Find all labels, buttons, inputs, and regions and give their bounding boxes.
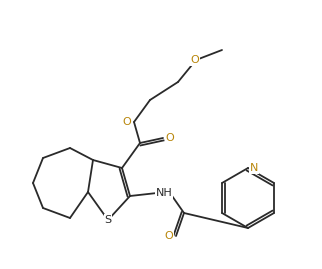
Text: O: O xyxy=(191,55,199,65)
Text: O: O xyxy=(123,117,131,127)
Text: N: N xyxy=(250,163,258,173)
Text: NH: NH xyxy=(156,188,172,198)
Text: O: O xyxy=(165,231,173,241)
Text: S: S xyxy=(104,215,111,225)
Text: O: O xyxy=(166,133,175,143)
